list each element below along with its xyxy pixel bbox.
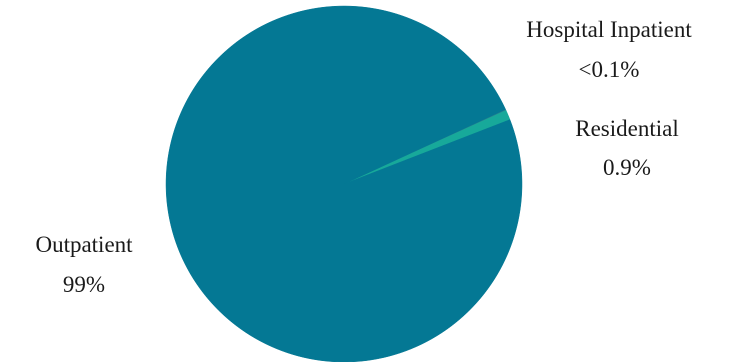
slice-label-value-hospital-inpatient: <0.1% <box>579 57 640 82</box>
pie-slice-outpatient <box>165 5 523 362</box>
pie-slices <box>165 5 523 362</box>
slice-label-value-residential: 0.9% <box>603 155 651 180</box>
slice-label-name-outpatient: Outpatient <box>35 232 133 257</box>
slice-label-name-residential: Residential <box>575 116 678 141</box>
slice-label-name-hospital-inpatient: Hospital Inpatient <box>526 17 692 42</box>
slice-label-value-outpatient: 99% <box>63 272 105 297</box>
